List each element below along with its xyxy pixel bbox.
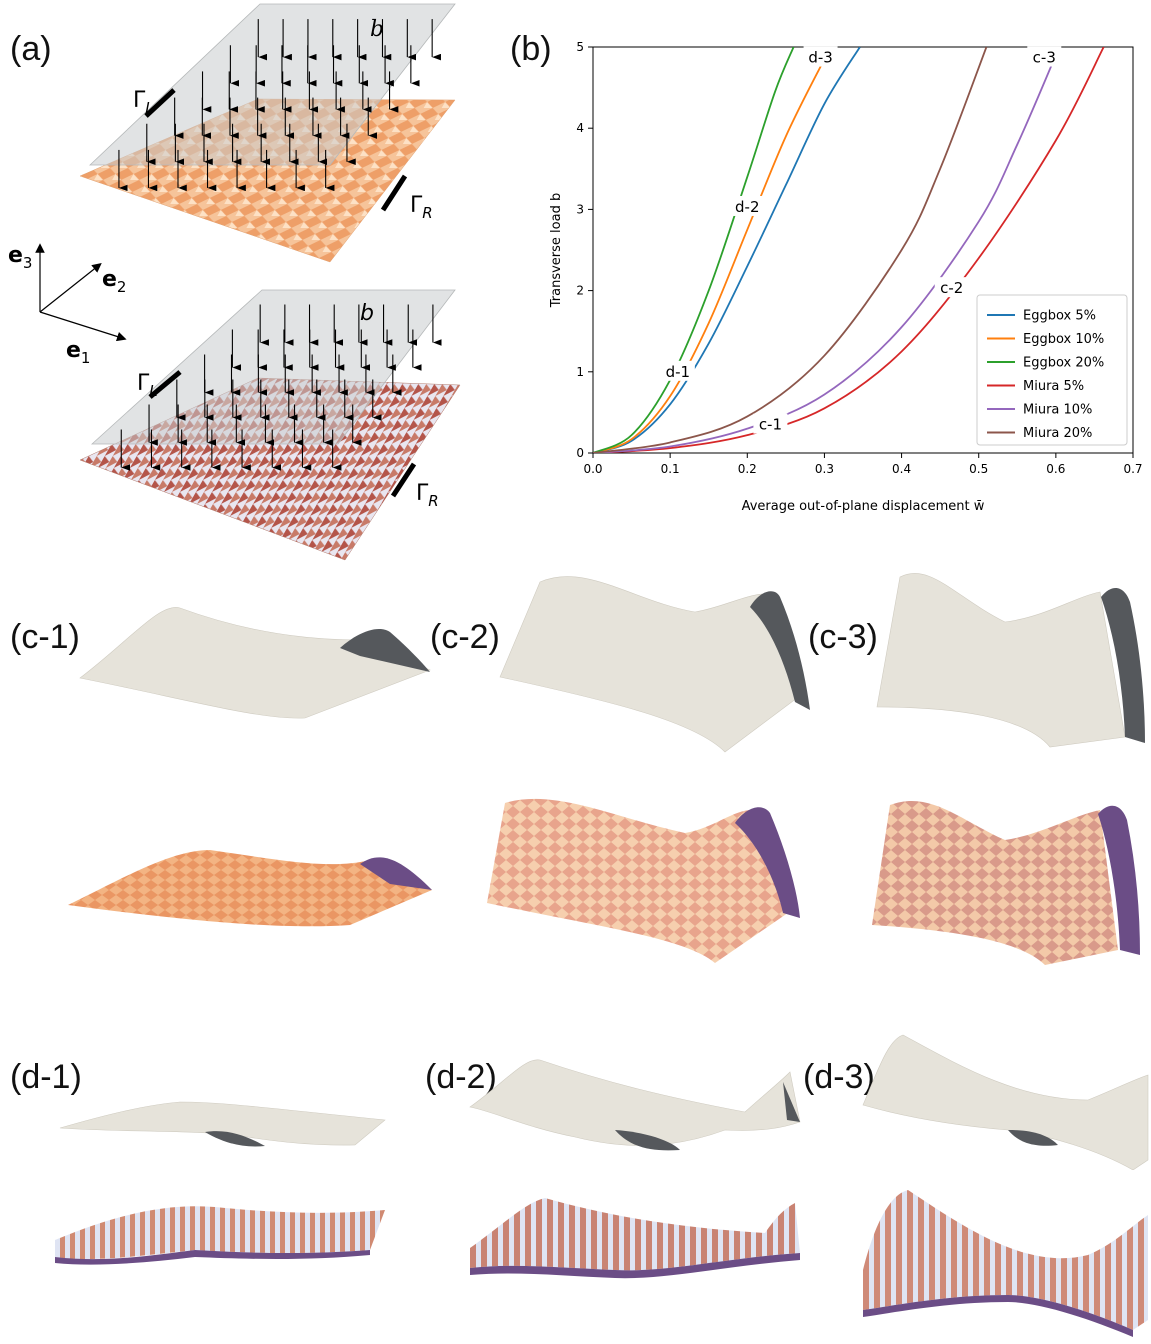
annotation-bg — [1027, 46, 1062, 67]
y-tick-label: 2 — [576, 284, 584, 298]
load-displacement-chart: 0.0 0.1 0.2 0.3 0.4 0.5 0.6 0.7 0 1 2 3 4 5 d-1 d-2 d-3… — [549, 40, 1143, 514]
x-tick-label: 0.2 — [738, 462, 757, 476]
surface-c2 — [499, 576, 810, 753]
surface-c1 — [79, 607, 431, 719]
chart-series-lines — [593, 47, 1105, 453]
load-arrows-bottom — [120, 304, 442, 471]
annotation-bg — [660, 360, 695, 381]
surface-c3 — [876, 573, 1145, 748]
y-tick-label: 1 — [576, 365, 584, 379]
x-tick-label: 0.3 — [815, 462, 834, 476]
surface-d2 — [469, 1059, 801, 1151]
x-tick-label: 0.4 — [892, 462, 911, 476]
x-tick-label: 0.0 — [583, 462, 602, 476]
gamma-r-label-top: ΓR — [410, 193, 433, 222]
panel-label-b: (b) — [510, 30, 552, 68]
x-tick-label: 0.6 — [1046, 462, 1065, 476]
gamma-l-edge-top — [144, 88, 176, 118]
legend-entry: Eggbox 5% — [1023, 309, 1096, 324]
legend-entry: Miura 5% — [1023, 379, 1084, 394]
series-line-1 — [593, 47, 833, 453]
gamma-r-label-bottom: ΓR — [416, 481, 439, 510]
gamma-r-edge-bottom — [390, 462, 417, 498]
legend-entry: Miura 10% — [1023, 403, 1092, 418]
chart-ylabel: Transverse load b — [549, 193, 564, 308]
series-line-4 — [593, 54, 1057, 453]
load-plane-bottom — [90, 289, 456, 445]
origami-surface-c3 — [872, 800, 1140, 965]
load-plane-top — [88, 3, 456, 166]
annotation-d-2: d-2 — [735, 198, 759, 216]
panel-label-d1: (d-1) — [10, 1058, 82, 1096]
load-arrows-top — [118, 19, 441, 192]
load-label-bottom: b — [360, 301, 374, 326]
legend-box — [976, 294, 1128, 446]
y-tick-label: 3 — [576, 202, 584, 216]
annotation-d-1: d-1 — [666, 363, 690, 381]
origami-surface-c1 — [68, 850, 432, 927]
axis-e2-label: e2 — [102, 267, 126, 296]
annotation-c-1: c-1 — [759, 416, 782, 434]
legend-entry: Miura 20% — [1023, 426, 1092, 441]
panel-label-c1: (c-1) — [10, 618, 80, 656]
legend-entry: Eggbox 20% — [1023, 356, 1104, 371]
surface-d1 — [59, 1101, 386, 1147]
y-tick-label: 0 — [576, 446, 584, 460]
chart-xlabel: Average out-of-plane displacement w̄ — [742, 499, 985, 514]
eggbox-plate-group: b ΓL ΓR — [79, 3, 456, 263]
x-tick-label: 0.7 — [1123, 462, 1142, 476]
legend-entry: Eggbox 10% — [1023, 332, 1104, 347]
annotation-bg — [934, 277, 969, 298]
panel-label-a: (a) — [10, 30, 52, 68]
y-tick-label: 5 — [576, 40, 584, 54]
panel-label-c3: (c-3) — [808, 618, 878, 656]
annotation-bg — [803, 46, 838, 67]
miura-plate-group: b ΓL ΓR — [79, 289, 461, 561]
panel-label-d2: (d-2) — [425, 1058, 497, 1096]
coordinate-axes: e3 e2 e1 — [8, 243, 127, 367]
annotation-c-3: c-3 — [1033, 49, 1056, 67]
series-line-5 — [593, 47, 988, 453]
gamma-l-edge-bottom — [148, 370, 182, 399]
origami-surface-d3 — [863, 1190, 1148, 1337]
panel-label-d3: (d-3) — [803, 1058, 875, 1096]
gamma-r-edge-top — [380, 174, 408, 212]
panel-label-c2: (c-2) — [430, 618, 500, 656]
x-tick-label: 0.1 — [661, 462, 680, 476]
surface-d3 — [862, 1034, 1149, 1170]
annotation-bg — [753, 413, 788, 434]
series-line-3 — [593, 47, 1105, 453]
chart-annotations: d-1 d-2 d-3 c-1 c-2 c-3 — [660, 46, 1062, 434]
annotation-bg — [730, 195, 765, 216]
axis-e3-label: e3 — [8, 243, 32, 272]
y-tick-label: 4 — [576, 121, 584, 135]
gamma-l-label-top: ΓL — [133, 88, 154, 117]
load-label-top: b — [370, 17, 384, 42]
annotation-c-2: c-2 — [940, 279, 963, 297]
series-line-0 — [593, 47, 861, 453]
panel-a-figure: b ΓL ΓR e3 e2 e1 b ΓL ΓR — [8, 3, 461, 561]
series-line-2 — [593, 47, 795, 453]
axis-e1-label: e1 — [66, 338, 90, 367]
gamma-l-label-bottom: ΓL — [137, 371, 158, 400]
x-tick-label: 0.5 — [969, 462, 988, 476]
chart-ticks: 0.0 0.1 0.2 0.3 0.4 0.5 0.6 0.7 0 1 2 3 4 5 — [576, 40, 1142, 476]
origami-surface-d2 — [470, 1198, 800, 1279]
annotation-d-3: d-3 — [808, 49, 832, 67]
origami-surface-d1 — [55, 1206, 385, 1265]
chart-legend: Eggbox 5% Eggbox 10% Eggbox 20% Miura 5% Miu… — [976, 294, 1128, 446]
origami-surface-c2 — [487, 798, 800, 963]
